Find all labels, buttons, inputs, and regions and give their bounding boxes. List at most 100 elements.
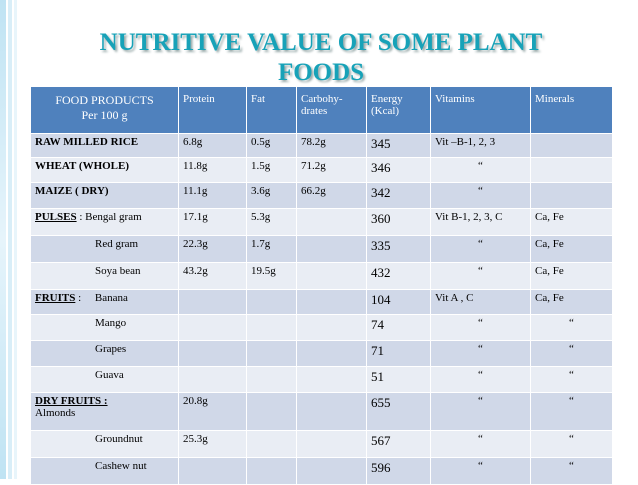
value-cell: “ (430, 392, 531, 431)
value-cell: 19.5g (246, 262, 297, 290)
header-cell: Protein (178, 86, 247, 134)
value-cell (178, 457, 247, 485)
value-cell: “ (430, 182, 531, 209)
value-cell: 104 (366, 289, 431, 315)
value-cell (296, 314, 367, 341)
value-cell (530, 157, 613, 183)
value-cell: 71 (366, 340, 431, 367)
value-cell: 22.3g (178, 235, 247, 263)
decor-band (14, 0, 17, 479)
header-text: drates (301, 105, 328, 117)
value-cell: 346 (366, 157, 431, 183)
value-cell (296, 289, 367, 315)
value-cell (296, 262, 367, 290)
table-row: RAW MILLED RICE 6.8g 0.5g 78.2g 345 Vit –B-1,… (30, 133, 613, 158)
food-item: Guava (95, 369, 124, 381)
title-line: FOODS (277, 59, 365, 86)
food-cell: Cashew nut (30, 457, 179, 485)
food-detail: Almonds (35, 407, 76, 419)
food-cell: WHEAT (WHOLE) (30, 157, 179, 183)
value-cell (296, 340, 367, 367)
value-cell: 1.5g (246, 157, 297, 183)
header-cell: Minerals (530, 86, 613, 134)
value-cell (178, 340, 247, 367)
value-cell: 51 (366, 366, 431, 393)
header-row: FOOD PRODUCTS Per 100 g Protein Fat Carbohy-… (30, 86, 613, 134)
value-cell: Vit –B-1, 2, 3 (430, 133, 531, 158)
value-cell: 20.8g (178, 392, 247, 431)
table-row: Groundnut 25.3g 567 ““ (30, 430, 613, 458)
value-cell: 3.6g (246, 182, 297, 209)
food-item: Grapes (95, 343, 127, 355)
value-cell: “ (430, 235, 531, 263)
value-cell: “ (530, 430, 613, 458)
value-cell: 0.5g (246, 133, 297, 158)
value-cell: 596 (366, 457, 431, 485)
value-cell (246, 289, 297, 315)
table-row: Grapes 71 ““ (30, 340, 613, 367)
value-cell (246, 314, 297, 341)
value-cell (178, 289, 247, 315)
value-cell (246, 457, 297, 485)
food-cell: DRY FRUITS : Almonds (30, 392, 179, 431)
header-cell: Carbohy-drates (296, 86, 367, 134)
value-cell: “ (530, 392, 613, 431)
value-cell (296, 392, 367, 431)
decor-band (0, 0, 6, 479)
value-cell: 655 (366, 392, 431, 431)
value-cell: “ (530, 314, 613, 341)
table-row: Guava 51 ““ (30, 366, 613, 393)
food-group: MAIZE ( DRY) (35, 185, 109, 197)
value-cell: 360 (366, 208, 431, 236)
value-cell: 43.2g (178, 262, 247, 290)
food-cell: Soya bean (30, 262, 179, 290)
value-cell: 66.2g (296, 182, 367, 209)
header-text: Protein (183, 93, 215, 105)
value-cell: “ (530, 340, 613, 367)
food-cell: MAIZE ( DRY) (30, 182, 179, 209)
value-cell: Ca, Fe (530, 208, 613, 236)
value-cell: 5.3g (246, 208, 297, 236)
table-row: DRY FRUITS : Almonds 20.8g 655 ““ (30, 392, 613, 431)
value-cell (246, 430, 297, 458)
value-cell: “ (430, 430, 531, 458)
food-group: WHEAT (WHOLE) (35, 160, 130, 172)
value-cell (296, 457, 367, 485)
nutrition-table: FOOD PRODUCTS Per 100 g Protein Fat Carbohy-… (30, 86, 613, 485)
value-cell: “ (430, 157, 531, 183)
value-cell: 6.8g (178, 133, 247, 158)
value-cell: “ (430, 314, 531, 341)
food-cell: FRUITS : Banana (30, 289, 179, 315)
header-cell: FOOD PRODUCTS Per 100 g (30, 86, 179, 134)
value-cell: 71.2g (296, 157, 367, 183)
food-item: Red gram (95, 238, 139, 250)
table-row: FRUITS : Banana 104 Vit A , C Ca, Fe (30, 289, 613, 315)
value-cell: 25.3g (178, 430, 247, 458)
value-cell: Ca, Fe (530, 235, 613, 263)
table-row: MAIZE ( DRY) 11.1g 3.6g 66.2g 342 “ (30, 182, 613, 209)
value-cell (178, 366, 247, 393)
value-cell: 1.7g (246, 235, 297, 263)
title: NUTRITIVE VALUE OF SOME PLANT FOODS (30, 28, 612, 88)
food-detail: : Banana (75, 292, 128, 304)
food-cell: Groundnut (30, 430, 179, 458)
value-cell (296, 366, 367, 393)
value-cell (178, 314, 247, 341)
food-cell: Grapes (30, 340, 179, 367)
header-text: Per 100 g (81, 108, 128, 122)
food-group: PULSES (35, 211, 77, 223)
value-cell: “ (430, 340, 531, 367)
header-cell: Vitamins (430, 86, 531, 134)
food-item: Cashew nut (95, 460, 147, 472)
value-cell (296, 235, 367, 263)
header-text: FOOD PRODUCTS (55, 93, 154, 107)
value-cell (246, 366, 297, 393)
value-cell: 74 (366, 314, 431, 341)
food-detail: : Bengal gram (76, 211, 142, 223)
value-cell: 78.2g (296, 133, 367, 158)
value-cell: 17.1g (178, 208, 247, 236)
decor-band (8, 0, 12, 479)
value-cell: Ca, Fe (530, 262, 613, 290)
value-cell: Vit B-1, 2, 3, C (430, 208, 531, 236)
